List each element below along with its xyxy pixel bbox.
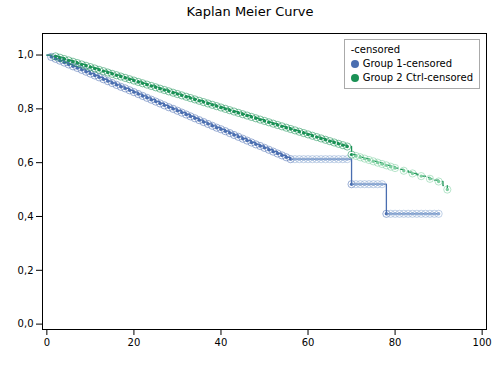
svg-text:80: 80 xyxy=(389,337,402,348)
svg-text:0,0: 0,0 xyxy=(18,318,34,329)
svg-text:0,6: 0,6 xyxy=(18,157,34,168)
svg-text:100: 100 xyxy=(473,337,492,348)
html-text:Group 2 Ctrl-censored: Group 2 Ctrl-censored xyxy=(362,72,473,83)
svg-text:0,4: 0,4 xyxy=(18,211,34,222)
svg-text:60: 60 xyxy=(302,337,315,348)
html-text:Group 1-censored: Group 1-censored xyxy=(362,58,452,69)
html-text:Kaplan Meier Curve: Kaplan Meier Curve xyxy=(186,4,314,19)
html-text:-censored: -censored xyxy=(350,44,400,55)
svg-text:0,2: 0,2 xyxy=(18,265,34,276)
svg-text:1,0: 1,0 xyxy=(18,49,34,60)
svg-text:0,8: 0,8 xyxy=(18,103,34,114)
svg-text:0: 0 xyxy=(44,337,50,348)
svg-text:40: 40 xyxy=(215,337,228,348)
svg-text:20: 20 xyxy=(128,337,141,348)
